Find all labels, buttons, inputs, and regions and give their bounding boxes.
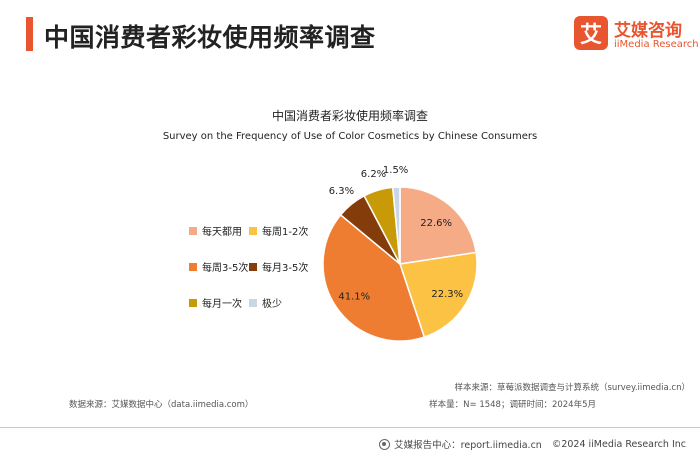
- data-label-rarely: 1.5%: [383, 165, 408, 176]
- title-accent-bar: [26, 17, 33, 51]
- pie-slice-rarely: [391, 186, 401, 265]
- legend-swatch: [189, 262, 197, 271]
- data-label-weekly-1-2: 22.3%: [431, 289, 463, 300]
- data-label-weekly-3-5: 41.1%: [338, 291, 370, 302]
- legend-item-rarely: 极少: [249, 295, 282, 310]
- legend-swatch: [249, 298, 257, 307]
- legend-label: 极少: [262, 299, 282, 310]
- brand-logo-mark: 艾: [574, 16, 608, 50]
- legend-label: 每月一次: [202, 299, 242, 310]
- pie-slice-weekly-1-2: [399, 251, 478, 339]
- chart-subtitle: Survey on the Frequency of Use of Color …: [162, 131, 538, 142]
- legend-item-weekly-3-5: 每周3-5次: [189, 259, 248, 274]
- brand-logo: 艾 艾媒咨询 iiMedia Research: [574, 14, 699, 56]
- legend-swatch: [249, 262, 257, 271]
- data-source-note: 数据来源：艾媒数据中心（data.iimedia.com）: [69, 400, 254, 410]
- page-title: 中国消费者彩妆使用频率调查: [44, 23, 376, 52]
- footer-copyright: ©2024 iiMedia Research Inc: [551, 438, 686, 450]
- brand-name-en: iiMedia Research: [614, 39, 699, 50]
- legend-item-monthly-3-5: 每月3-5次: [249, 259, 308, 274]
- legend-swatch: [189, 226, 197, 235]
- legend-label: 每天都用: [202, 227, 242, 238]
- pie-slice-daily: [399, 186, 477, 265]
- chart-title: 中国消费者彩妆使用频率调查: [271, 109, 428, 123]
- legend-item-daily: 每天都用: [189, 223, 242, 238]
- legend-label: 每周3-5次: [202, 263, 249, 274]
- brand-name-cn: 艾媒咨询: [614, 21, 682, 41]
- footer: 艾媒报告中心：report.iimedia.cn ©2024 iiMedia R…: [379, 437, 686, 451]
- legend-item-monthly-once: 每月一次: [189, 295, 242, 310]
- legend-label: 每月3-5次: [262, 263, 309, 274]
- sample-info-note: 样本量：N= 1548；调研时间：2024年5月: [429, 400, 596, 410]
- report-center-icon: [379, 438, 391, 450]
- data-label-monthly-3-5: 6.3%: [329, 186, 354, 197]
- data-label-daily: 22.6%: [420, 218, 452, 229]
- legend-label: 每周1-2次: [262, 227, 309, 238]
- legend-swatch: [189, 298, 197, 307]
- data-label-monthly-once: 6.2%: [361, 169, 386, 180]
- footer-divider: [0, 427, 700, 428]
- legend-swatch: [249, 226, 257, 235]
- pie-slice-weekly-3-5: [322, 213, 426, 342]
- legend-item-weekly-1-2: 每周1-2次: [249, 223, 308, 238]
- sample-source-note: 样本来源：草莓派数据调查与计算系统（survey.iimedia.cn）: [454, 383, 690, 393]
- footer-report-center-link[interactable]: 艾媒报告中心：report.iimedia.cn: [394, 440, 542, 451]
